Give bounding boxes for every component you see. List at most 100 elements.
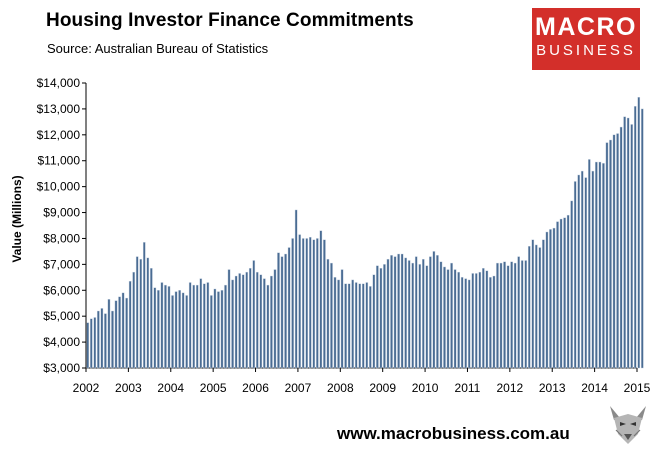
- bar: [563, 217, 566, 369]
- bar: [277, 252, 280, 369]
- bar: [139, 258, 143, 369]
- bar: [602, 163, 605, 369]
- chart-source: Source: Australian Bureau of Statistics: [47, 41, 269, 56]
- wolf-mascot-icon: [604, 400, 652, 448]
- y-tick-label: $6,000: [43, 283, 80, 297]
- bar: [167, 286, 171, 369]
- bar: [513, 262, 517, 369]
- bar: [379, 268, 383, 369]
- bar: [351, 279, 354, 369]
- bar: [460, 277, 464, 369]
- x-tick-label: 2005: [200, 381, 227, 395]
- bar: [467, 279, 471, 369]
- bar: [535, 244, 538, 369]
- bar: [347, 283, 351, 369]
- bar: [414, 256, 418, 369]
- website-url: www.macrobusiness.com.au: [337, 424, 570, 443]
- bar: [135, 256, 139, 369]
- x-tick-label: 2010: [412, 381, 439, 395]
- bar: [503, 261, 506, 369]
- bar: [506, 265, 510, 369]
- bar: [499, 262, 503, 369]
- bar: [100, 308, 104, 369]
- y-axis-title: Value (Millions): [10, 175, 24, 262]
- bar: [305, 238, 309, 369]
- bar: [489, 277, 492, 369]
- bar: [107, 299, 111, 369]
- x-tick-label: 2002: [73, 381, 100, 395]
- logo-line-2: BUSINESS: [536, 42, 636, 59]
- x-tick-label: 2015: [624, 381, 651, 395]
- bar: [111, 310, 114, 369]
- bar: [584, 177, 588, 369]
- bar: [556, 221, 559, 369]
- bar: [361, 283, 365, 369]
- bar: [365, 282, 369, 369]
- bar: [114, 300, 118, 369]
- x-tick-label: 2006: [242, 381, 269, 395]
- bar: [263, 278, 266, 369]
- bar: [104, 313, 107, 369]
- bar: [174, 291, 178, 369]
- bar: [97, 310, 100, 369]
- bar: [245, 271, 249, 369]
- bar: [478, 271, 482, 369]
- bar: [203, 283, 206, 369]
- bar: [252, 260, 256, 369]
- bar: [492, 275, 496, 369]
- x-tick-label: 2012: [496, 381, 523, 395]
- macrobusiness-logo: MACRO BUSINESS: [532, 8, 640, 70]
- bar: [266, 284, 270, 369]
- bar: [89, 318, 93, 369]
- y-tick-label: $3,000: [43, 361, 80, 375]
- bar: [369, 286, 372, 369]
- bar: [429, 256, 432, 369]
- bar: [86, 322, 90, 369]
- bar: [153, 287, 157, 369]
- bar: [312, 239, 316, 369]
- bar: [453, 269, 457, 369]
- bar: [425, 265, 429, 369]
- bar: [227, 269, 231, 369]
- bar: [344, 283, 347, 369]
- bar: [612, 134, 616, 369]
- y-axis: $3,000 $4,000 $5,000 $6,000 $7,000 $8,000 $9,0…: [37, 76, 87, 375]
- x-tick-label: 2009: [369, 381, 396, 395]
- y-tick-label: $5,000: [43, 309, 80, 323]
- bar: [517, 256, 520, 369]
- bar: [128, 281, 132, 369]
- bar: [248, 268, 252, 369]
- y-tick-label: $10,000: [37, 180, 81, 194]
- x-tick-label: 2008: [327, 381, 354, 395]
- bar: [552, 227, 556, 369]
- bar: [580, 170, 584, 369]
- bar-series: [86, 97, 644, 369]
- bar: [178, 290, 181, 369]
- bar: [259, 274, 263, 369]
- bar: [273, 269, 277, 369]
- y-tick-label: $12,000: [37, 128, 81, 142]
- bar: [231, 279, 234, 369]
- x-tick-label: 2003: [115, 381, 142, 395]
- bar: [220, 290, 224, 369]
- bar: [354, 282, 358, 369]
- bar: [188, 282, 192, 369]
- y-tick-label: $8,000: [43, 231, 80, 245]
- bar: [316, 238, 319, 369]
- x-tick-label: 2007: [285, 381, 312, 395]
- bar: [570, 200, 573, 369]
- bar: [464, 278, 467, 369]
- bar: [418, 264, 422, 369]
- bar: [298, 234, 301, 369]
- bar: [510, 261, 513, 369]
- bar: [291, 238, 294, 369]
- bar: [619, 126, 623, 369]
- bar: [436, 255, 439, 369]
- x-axis: 2002 2003 2004 2005 2006 2007 2008 2009 2010 2011…: [73, 367, 651, 395]
- bar: [383, 264, 386, 369]
- bar: [326, 258, 330, 369]
- bar: [623, 116, 626, 369]
- bar: [566, 214, 570, 369]
- bar: [234, 275, 238, 369]
- bar: [411, 262, 415, 369]
